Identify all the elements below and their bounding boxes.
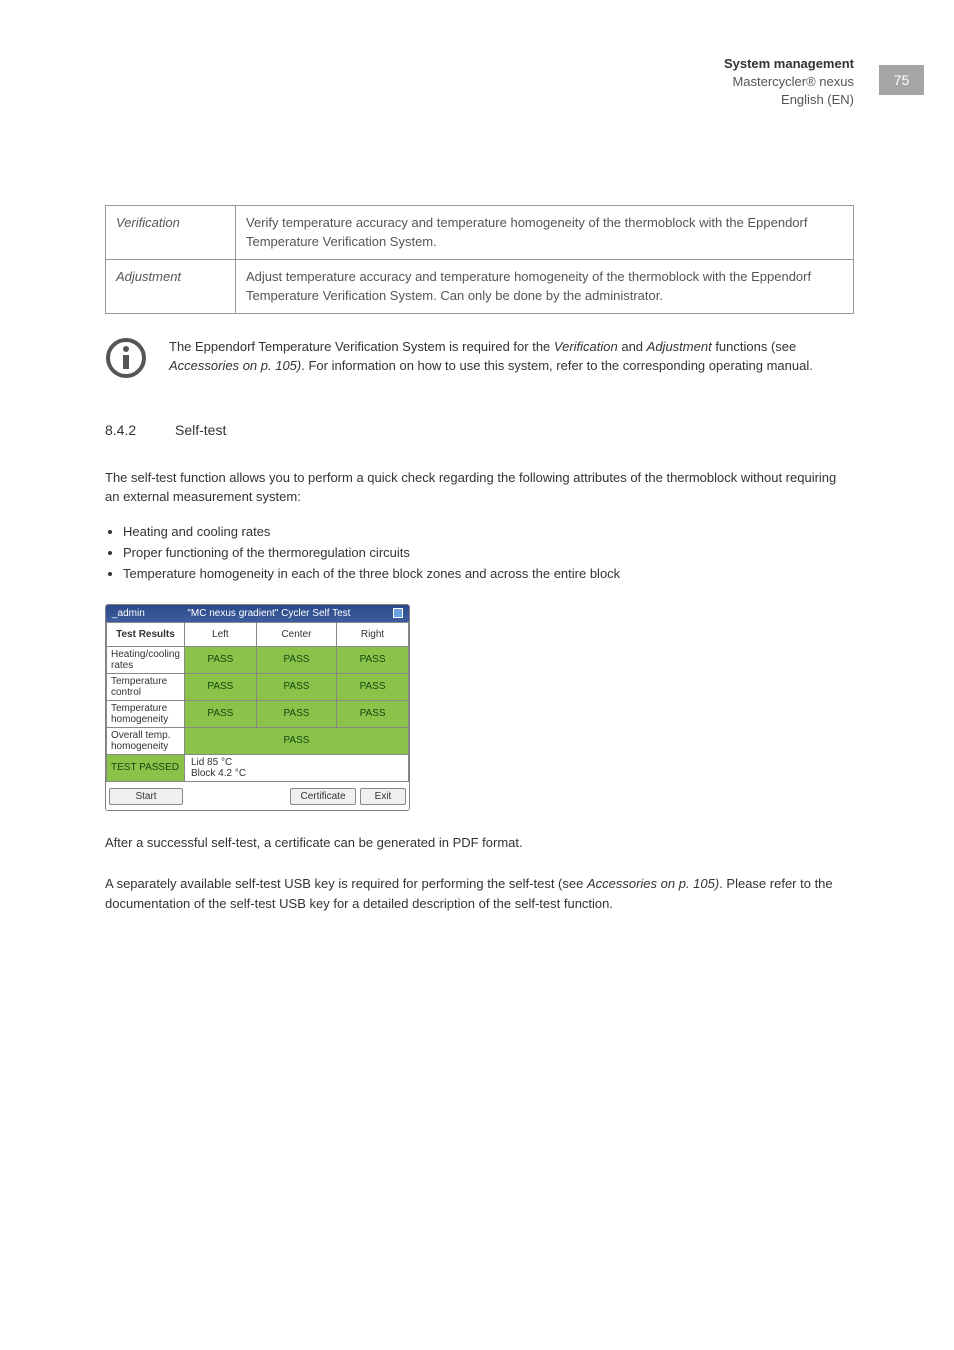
grid-row: TEST PASSED Lid 85 °C Block 4.2 °C bbox=[107, 754, 409, 781]
pass-cell: PASS bbox=[337, 646, 409, 673]
list-item: Proper functioning of the thermoregulati… bbox=[123, 543, 854, 563]
bullet-list: Heating and cooling rates Proper functio… bbox=[105, 522, 854, 584]
titlebar-title: "MC nexus gradient" Cycler Self Test bbox=[187, 608, 350, 619]
row-label: Temperature control bbox=[107, 673, 185, 700]
grid-header: Left bbox=[184, 622, 256, 646]
pass-cell: PASS bbox=[184, 700, 256, 727]
info-text-ital: Adjustment bbox=[647, 339, 712, 354]
term-cell: Adjustment bbox=[106, 259, 236, 313]
table-row: Adjustment Adjust temperature accuracy a… bbox=[106, 259, 854, 313]
info-icon bbox=[105, 337, 147, 384]
table-row: Verification Verify temperature accuracy… bbox=[106, 205, 854, 259]
row-label: Heating/cooling rates bbox=[107, 646, 185, 673]
list-item: Temperature homogeneity in each of the t… bbox=[123, 564, 854, 584]
grid-header: Center bbox=[256, 622, 336, 646]
after-paragraph-1: After a successful self-test, a certific… bbox=[105, 833, 854, 853]
row-label: Temperature homogeneity bbox=[107, 700, 185, 727]
grid-row: Heating/cooling rates PASS PASS PASS bbox=[107, 646, 409, 673]
intro-paragraph: The self-test function allows you to per… bbox=[105, 468, 854, 507]
section-number: 8.4.2 bbox=[105, 422, 175, 438]
test-passed-cell: TEST PASSED bbox=[107, 754, 185, 781]
text-ital: Accessories on p. 105) bbox=[587, 876, 719, 891]
pass-cell: PASS bbox=[256, 700, 336, 727]
header-product: Mastercycler® nexus bbox=[105, 73, 854, 91]
button-bar: Start Certificate Exit bbox=[106, 782, 409, 810]
window-body: Test Results Left Center Right Heating/c… bbox=[106, 622, 409, 810]
section-heading: 8.4.2Self-test bbox=[105, 422, 854, 438]
lid-value: Lid 85 °C bbox=[191, 757, 402, 768]
spacer bbox=[187, 788, 286, 805]
term-cell: Verification bbox=[106, 205, 236, 259]
pass-cell: PASS bbox=[184, 673, 256, 700]
grid-row: Temperature homogeneity PASS PASS PASS bbox=[107, 700, 409, 727]
grid-row: Temperature control PASS PASS PASS bbox=[107, 673, 409, 700]
grid-row: Overall temp. homogeneity PASS bbox=[107, 727, 409, 754]
definitions-table: Verification Verify temperature accuracy… bbox=[105, 205, 854, 314]
titlebar-user: _admin bbox=[112, 608, 145, 619]
results-grid: Test Results Left Center Right Heating/c… bbox=[106, 622, 409, 782]
start-button[interactable]: Start bbox=[109, 788, 183, 805]
desc-cell: Adjust temperature accuracy and temperat… bbox=[236, 259, 854, 313]
pass-cell: PASS bbox=[184, 727, 408, 754]
row-label: Overall temp. homogeneity bbox=[107, 727, 185, 754]
info-text-part: The Eppendorf Temperature Verification S… bbox=[169, 339, 554, 354]
window-titlebar: _admin "MC nexus gradient" Cycler Self T… bbox=[106, 605, 409, 622]
pass-cell: PASS bbox=[337, 700, 409, 727]
info-text-part: . For information on how to use this sys… bbox=[301, 358, 813, 373]
pass-cell: PASS bbox=[256, 673, 336, 700]
info-text-ital: Accessories on p. 105) bbox=[169, 358, 301, 373]
cycler-icon bbox=[393, 608, 403, 618]
header-lang: English (EN) bbox=[105, 91, 854, 109]
section-title: Self-test bbox=[175, 422, 226, 438]
pass-cell: PASS bbox=[184, 646, 256, 673]
desc-cell: Verify temperature accuracy and temperat… bbox=[236, 205, 854, 259]
info-text-part: functions (see bbox=[712, 339, 797, 354]
grid-header: Test Results bbox=[107, 622, 185, 646]
info-text-part: and bbox=[618, 339, 647, 354]
header-title: System management bbox=[105, 55, 854, 73]
info-text: The Eppendorf Temperature Verification S… bbox=[169, 337, 854, 376]
after-paragraph-2: A separately available self-test USB key… bbox=[105, 874, 854, 913]
page-header: System management Mastercycler® nexus En… bbox=[105, 55, 854, 110]
text-part: A separately available self-test USB key… bbox=[105, 876, 587, 891]
lid-block-cell: Lid 85 °C Block 4.2 °C bbox=[184, 754, 408, 781]
page-number: 75 bbox=[879, 65, 924, 95]
grid-header-row: Test Results Left Center Right bbox=[107, 622, 409, 646]
grid-header: Right bbox=[337, 622, 409, 646]
exit-button[interactable]: Exit bbox=[360, 788, 406, 805]
self-test-screenshot: _admin "MC nexus gradient" Cycler Self T… bbox=[105, 604, 410, 811]
info-text-ital: Verification bbox=[554, 339, 618, 354]
certificate-button[interactable]: Certificate bbox=[290, 788, 356, 805]
list-item: Heating and cooling rates bbox=[123, 522, 854, 542]
info-note: The Eppendorf Temperature Verification S… bbox=[105, 337, 854, 384]
pass-cell: PASS bbox=[337, 673, 409, 700]
block-value: Block 4.2 °C bbox=[191, 768, 402, 779]
pass-cell: PASS bbox=[256, 646, 336, 673]
